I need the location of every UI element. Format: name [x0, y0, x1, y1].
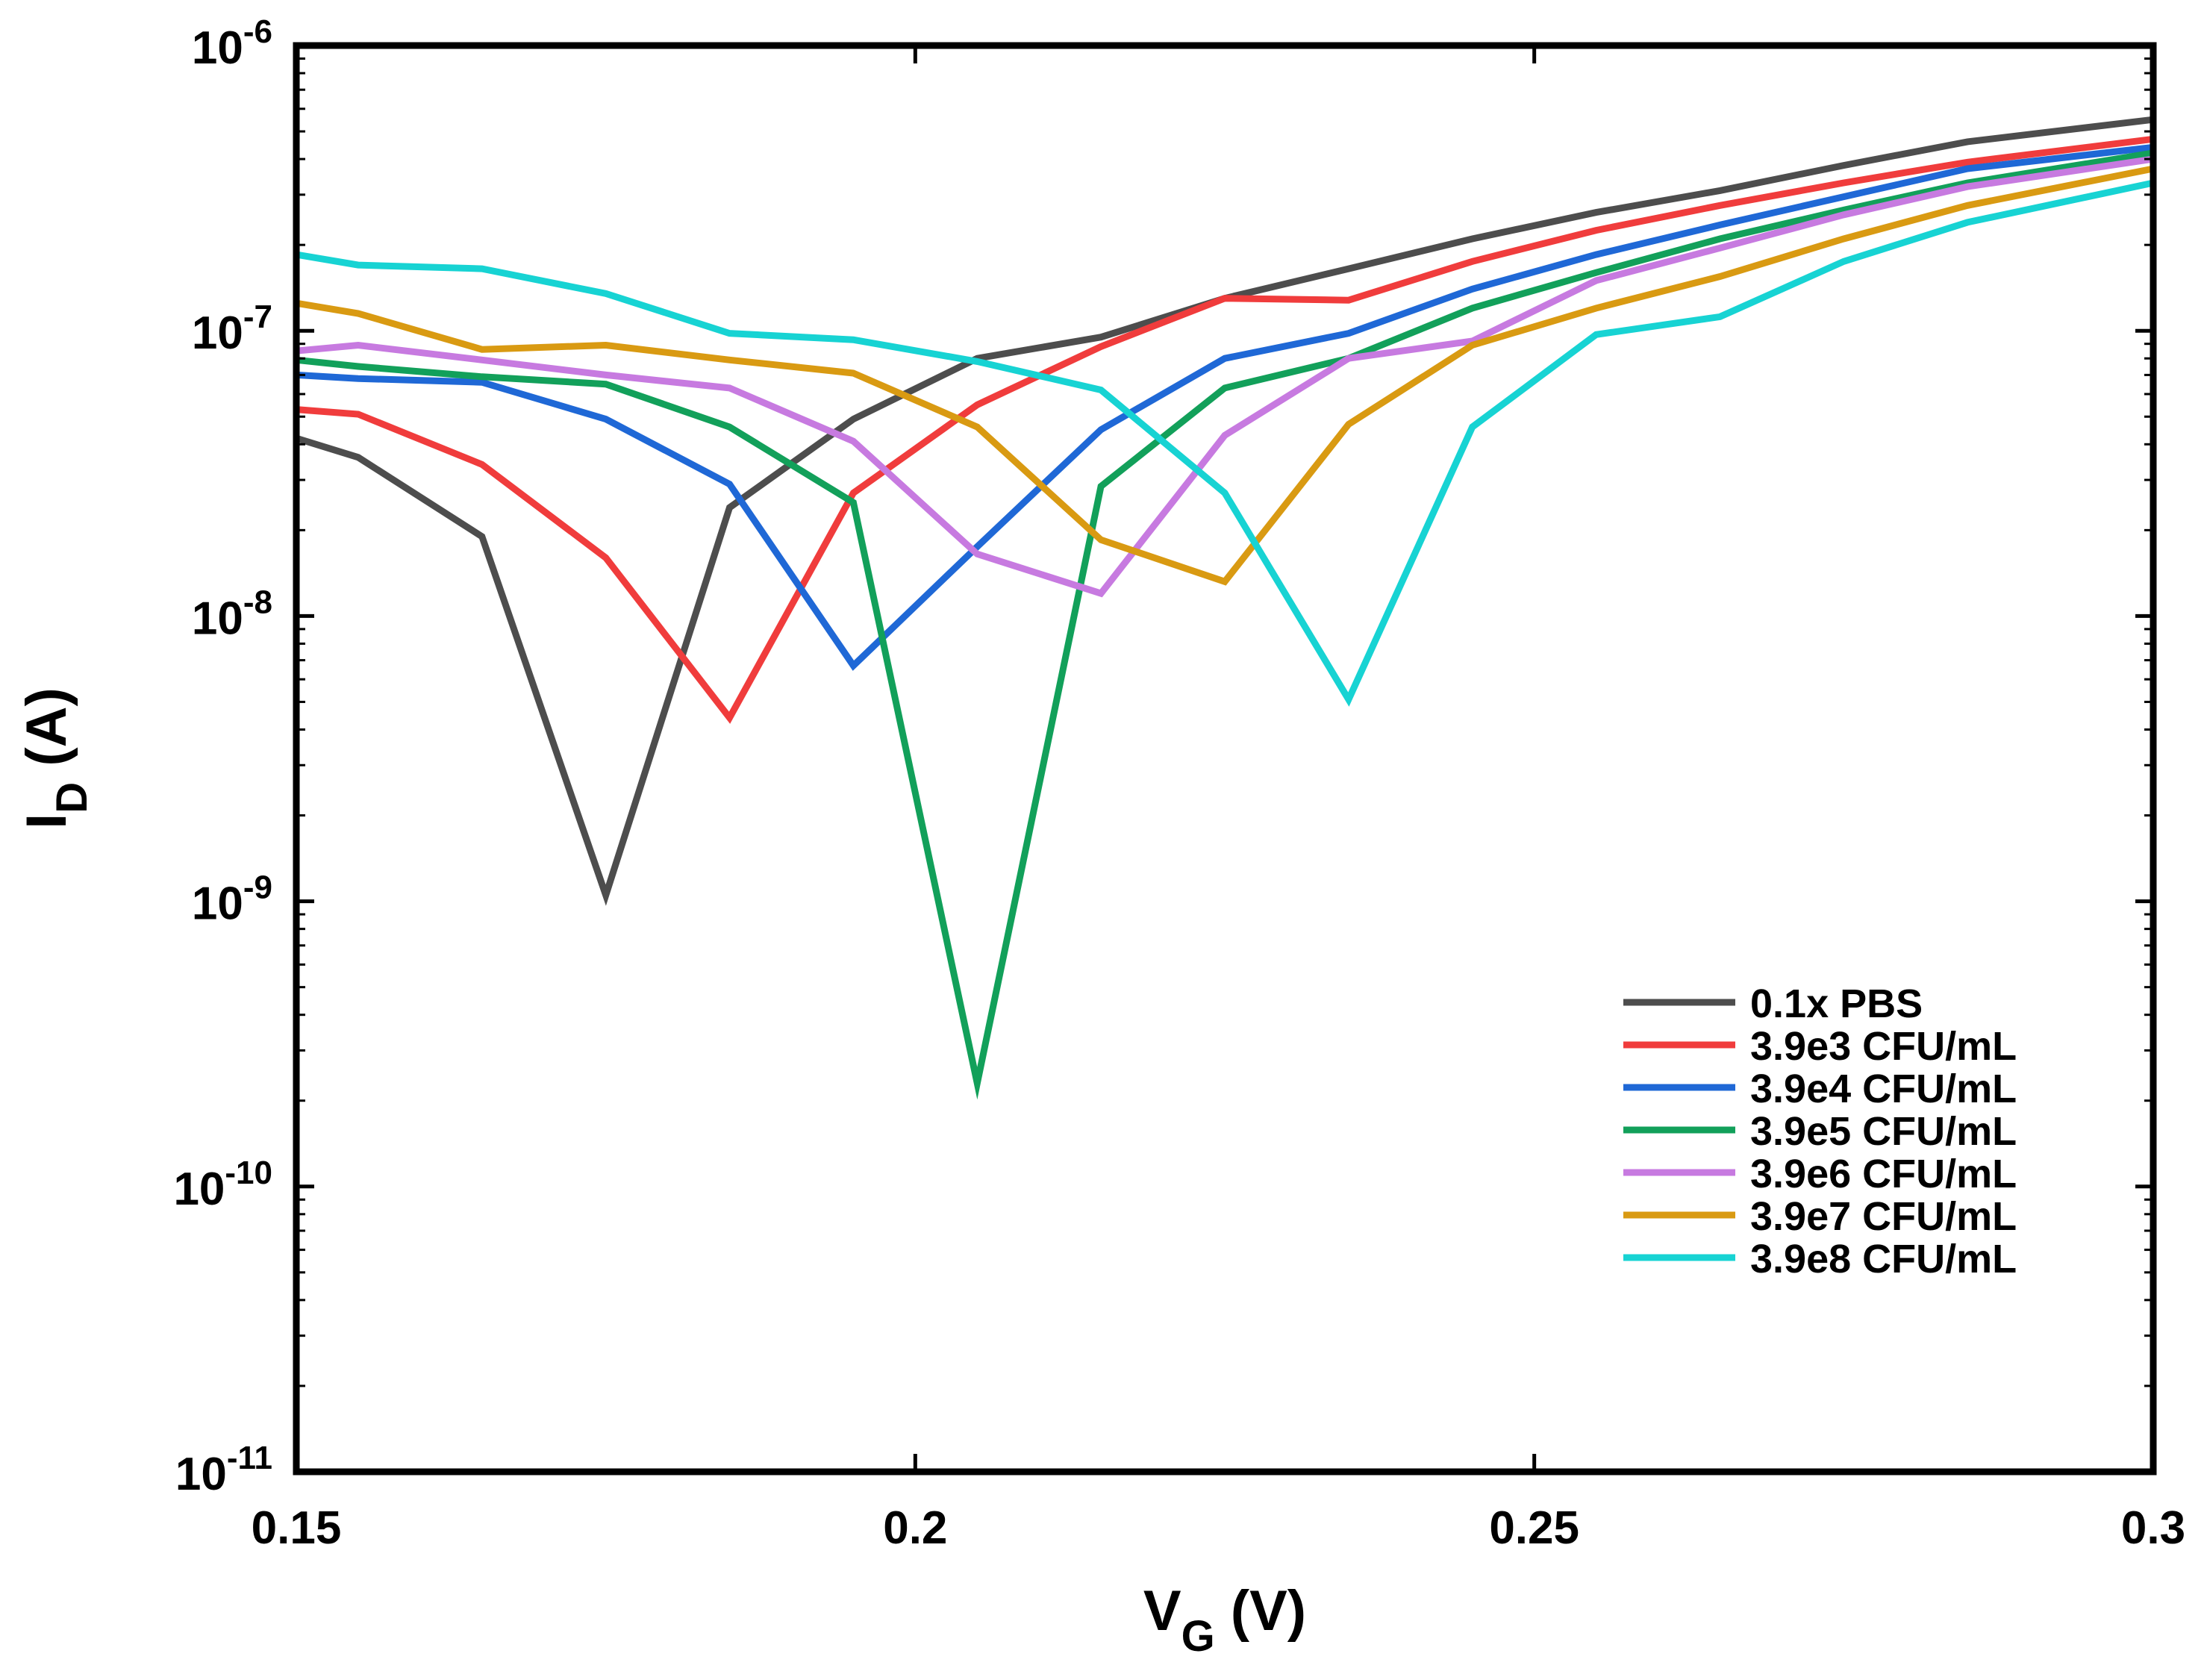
- legend-label-5: 3.9e7 CFU/mL: [1750, 1194, 2017, 1239]
- y-tick-label-exp: -10: [225, 1155, 272, 1191]
- y-tick-label-exp: -9: [243, 869, 272, 906]
- y-tick-label-exp: -6: [243, 13, 272, 50]
- y-tick-label-base: 10: [192, 593, 243, 644]
- x-tick-label-1: 0.2: [883, 1502, 947, 1554]
- y-tick-label-2: 10-8: [192, 584, 272, 644]
- y-tick-label-5: 10-11: [175, 1440, 272, 1500]
- y-tick-label-exp: -7: [243, 299, 272, 335]
- legend-label-4: 3.9e6 CFU/mL: [1750, 1152, 2017, 1196]
- y-tick-label-base: 10: [192, 22, 243, 74]
- series-line-3: [296, 149, 2154, 1100]
- y-tick-label-base: 10: [175, 1449, 227, 1500]
- y-tick-label-1: 10-7: [192, 299, 272, 359]
- legend-label-3: 3.9e5 CFU/mL: [1750, 1109, 2017, 1154]
- series-layer: [295, 116, 2154, 1100]
- series-line-0: [295, 116, 2154, 906]
- x-axis-title-main: V: [1143, 1579, 1181, 1643]
- x-tick-label-2: 0.25: [1489, 1502, 1579, 1554]
- series-line-4: [296, 155, 2154, 598]
- y-tick-label-exp: -8: [243, 584, 272, 620]
- y-tick-label-4: 10-10: [173, 1155, 272, 1215]
- y-tick-label-0: 10-6: [192, 13, 272, 74]
- y-axis-title: ID (A): [15, 687, 96, 829]
- y-tick-label-3: 10-9: [192, 869, 272, 930]
- x-axis-title-sub: G: [1181, 1612, 1215, 1661]
- x-tick-label-0: 0.15: [252, 1502, 342, 1554]
- legend-label-6: 3.9e8 CFU/mL: [1750, 1237, 2017, 1281]
- y-axis-title-unit: (A): [15, 687, 78, 782]
- legend-label-2: 3.9e4 CFU/mL: [1750, 1067, 2017, 1111]
- y-axis-title-sub: D: [48, 782, 96, 814]
- series-line-2: [296, 143, 2154, 671]
- series-line-1: [296, 135, 2154, 724]
- y-tick-label-exp: -11: [227, 1440, 272, 1476]
- y-tick-label-base: 10: [192, 878, 243, 930]
- plot-frame: [293, 42, 2157, 1476]
- y-tick-label-base: 10: [192, 307, 243, 359]
- series-line-6: [296, 179, 2154, 707]
- x-axis-title-unit: (V): [1215, 1579, 1306, 1643]
- y-axis-title-main: I: [15, 814, 78, 829]
- series-line-5: [296, 165, 2154, 586]
- x-tick-label-3: 0.3: [2121, 1502, 2185, 1554]
- y-tick-label-base: 10: [173, 1164, 225, 1215]
- x-axis-title: VG (V): [1143, 1579, 1306, 1661]
- legend-label-1: 3.9e3 CFU/mL: [1750, 1024, 2017, 1069]
- legend-label-0: 0.1x PBS: [1750, 981, 1923, 1026]
